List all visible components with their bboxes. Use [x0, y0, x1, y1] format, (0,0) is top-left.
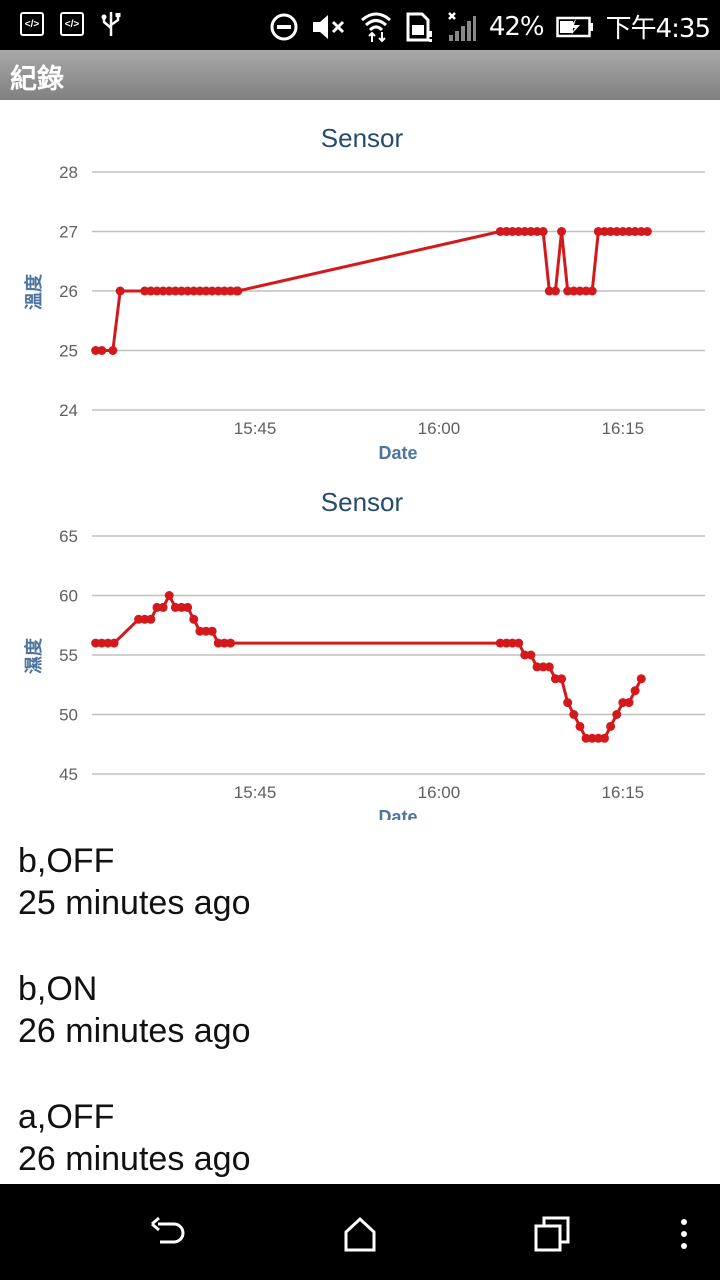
battery-percent: 42% [488, 11, 545, 42]
log-event: b,ON [18, 970, 98, 1008]
usb-icon [101, 12, 121, 36]
y-tick-label: 45 [59, 765, 78, 784]
log-event: a,OFF [18, 1098, 115, 1136]
data-point[interactable] [569, 710, 579, 719]
data-point[interactable] [115, 286, 125, 296]
data-point[interactable] [146, 614, 156, 624]
sim-icon [406, 12, 432, 42]
log-event: b,OFF [18, 842, 115, 880]
chart-title: Sensor [321, 487, 404, 517]
chart-title: Sensor [321, 123, 404, 153]
data-point[interactable] [233, 286, 243, 296]
data-point[interactable] [624, 698, 634, 708]
navigation-bar [0, 1184, 720, 1280]
data-point[interactable] [514, 638, 524, 648]
data-point[interactable] [575, 721, 585, 731]
list-item[interactable]: b,OFF 25 minutes ago [18, 840, 708, 924]
signal-icon [447, 11, 476, 41]
y-tick-label: 55 [59, 646, 78, 665]
data-point[interactable] [183, 602, 193, 612]
battery-charging-icon [555, 16, 593, 37]
x-tick-label: 16:15 [602, 783, 645, 802]
data-point[interactable] [189, 614, 199, 624]
wifi-icon [360, 12, 391, 42]
data-point[interactable] [226, 638, 236, 648]
data-point[interactable] [557, 227, 567, 236]
x-tick-label: 15:45 [234, 783, 277, 802]
data-point[interactable] [109, 638, 119, 648]
do-not-disturb-icon [270, 13, 298, 40]
list-item[interactable]: a,OFF 26 minutes ago [18, 1096, 708, 1180]
y-axis-title: 溫度 [23, 273, 44, 310]
y-tick-label: 27 [59, 223, 78, 242]
back-icon[interactable] [148, 1214, 188, 1254]
y-tick-label: 50 [59, 706, 78, 725]
data-point[interactable] [207, 626, 217, 636]
log-time: 26 minutes ago [18, 1140, 251, 1178]
list-item[interactable]: b,ON 26 minutes ago [18, 968, 708, 1052]
series-line [95, 594, 643, 740]
data-point[interactable] [557, 674, 567, 684]
recent-apps-icon[interactable] [532, 1214, 572, 1254]
log-time: 26 minutes ago [18, 1012, 251, 1050]
y-axis-title: 濕度 [23, 637, 44, 674]
data-point[interactable] [526, 650, 536, 660]
data-point[interactable] [606, 721, 616, 731]
home-icon[interactable] [340, 1214, 380, 1254]
x-tick-label: 15:45 [234, 419, 277, 438]
temperature-chart: Sensor Date 溫度 28 27 26 25 24 15:45 16:00 16:15 [0, 100, 720, 470]
x-tick-label: 16:15 [602, 419, 645, 438]
log-list: b,OFF 25 minutes ago b,ON 26 minutes ago… [18, 840, 708, 1224]
data-point[interactable] [544, 662, 554, 672]
data-point[interactable] [636, 674, 646, 684]
page-title: 紀錄 [10, 64, 64, 95]
y-tick-label: 24 [59, 401, 78, 420]
humidity-chart-svg: Sensor Date 濕度 65 60 55 50 45 15:45 16:00 16:15 [23, 487, 705, 820]
debug-icon: </> [60, 12, 84, 36]
data-point[interactable] [587, 286, 597, 296]
y-tick-label: 65 [59, 527, 78, 546]
temperature-chart-svg: Sensor Date 溫度 28 27 26 25 24 15:45 16:00 16:15 [23, 123, 705, 463]
log-time: 25 minutes ago [18, 884, 251, 922]
x-tick-label: 16:00 [418, 783, 461, 802]
x-axis-title: Date [378, 443, 417, 463]
data-point[interactable] [599, 733, 609, 743]
action-bar: 紀錄 [0, 50, 720, 100]
y-tick-label: 26 [59, 282, 78, 301]
data-point[interactable] [538, 227, 548, 236]
y-tick-label: 25 [59, 342, 78, 361]
data-point[interactable] [642, 227, 652, 236]
x-axis-title: Date [378, 807, 417, 820]
data-point[interactable] [97, 346, 107, 355]
data-point[interactable] [164, 591, 174, 600]
mute-icon [312, 14, 344, 39]
data-point[interactable] [550, 286, 560, 296]
humidity-chart: Sensor Date 濕度 65 60 55 50 45 15:45 16:00 16:15 [0, 464, 720, 820]
data-point[interactable] [563, 698, 573, 708]
overflow-menu-icon[interactable] [664, 1214, 704, 1254]
y-tick-label: 28 [59, 163, 78, 182]
clock: 下午4:35 [605, 14, 711, 44]
x-tick-label: 16:00 [418, 419, 461, 438]
data-point[interactable] [630, 686, 640, 696]
data-point[interactable] [158, 602, 168, 612]
debug-icon: </> [20, 12, 44, 36]
data-point[interactable] [108, 346, 118, 355]
status-bar: </> </> [0, 0, 720, 50]
data-point[interactable] [612, 710, 622, 719]
y-tick-label: 60 [59, 587, 78, 606]
